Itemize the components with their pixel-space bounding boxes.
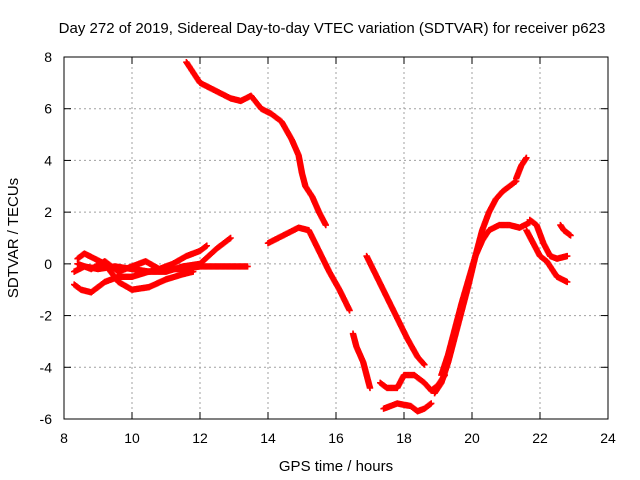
series-arc-3 <box>74 250 197 293</box>
data-point <box>322 221 329 229</box>
series-arc-15 <box>523 227 571 286</box>
series-arc-10 <box>380 400 435 415</box>
y-tick-label: 4 <box>44 152 52 168</box>
x-tick-label: 20 <box>464 430 480 446</box>
data-point <box>366 384 374 392</box>
series-arc-8 <box>363 252 428 368</box>
data-point <box>227 234 234 242</box>
data-layer <box>71 58 574 415</box>
y-tick-label: 6 <box>44 101 52 117</box>
data-point <box>428 400 435 407</box>
data-point <box>567 232 574 239</box>
series-arc-6 <box>264 224 353 314</box>
data-point <box>421 361 428 368</box>
y-tick-label: 0 <box>44 256 52 272</box>
data-point <box>564 252 571 260</box>
data-point <box>203 242 210 249</box>
data-point <box>564 278 571 286</box>
y-tick-label: 8 <box>44 49 52 65</box>
tick-layer <box>63 56 609 420</box>
series-arc-14 <box>526 216 571 262</box>
data-point <box>244 263 251 270</box>
grid-layer <box>64 57 608 419</box>
series-arc-13 <box>513 154 530 182</box>
data-point <box>420 360 427 367</box>
y-tick-label: -2 <box>40 308 53 324</box>
y-tick-label: -4 <box>40 359 53 375</box>
series-arc-4 <box>74 242 210 275</box>
y-tick-label: -6 <box>40 411 53 427</box>
series-arc-5 <box>183 58 329 229</box>
y-tick-label: 2 <box>44 204 52 220</box>
x-tick-label: 12 <box>192 430 208 446</box>
series-arc-16 <box>557 221 574 239</box>
data-point <box>346 307 353 314</box>
series-arc-7 <box>349 330 374 392</box>
y-axis-title: SDTVAR / TECUs <box>5 178 22 298</box>
data-point <box>190 268 197 275</box>
series-arc-12 <box>438 219 533 379</box>
data-point <box>523 154 530 162</box>
chart-title: Day 272 of 2019, Sidereal Day-to-day VTE… <box>59 20 606 37</box>
x-tick-label: 16 <box>328 430 344 446</box>
x-tick-label: 14 <box>260 430 276 446</box>
x-axis-title: GPS time / hours <box>279 458 393 475</box>
x-tick-label: 22 <box>532 430 548 446</box>
x-tick-label: 18 <box>396 430 412 446</box>
x-tick-label: 24 <box>600 430 616 446</box>
x-tick-label: 8 <box>60 430 68 446</box>
x-tick-label: 10 <box>124 430 140 446</box>
